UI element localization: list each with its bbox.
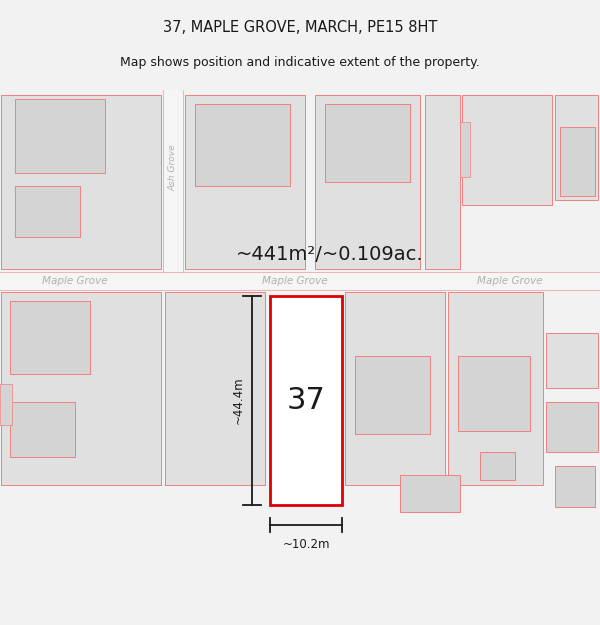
Bar (480, 452, 515, 480)
Bar (462, 94, 552, 205)
Bar (1, 292, 161, 484)
Bar (546, 402, 598, 452)
Bar (1, 94, 161, 269)
Bar (546, 333, 598, 388)
Bar (10, 301, 90, 374)
Bar (425, 94, 460, 269)
Bar (400, 476, 460, 512)
Text: 37, MAPLE GROVE, MARCH, PE15 8HT: 37, MAPLE GROVE, MARCH, PE15 8HT (163, 20, 437, 35)
Bar (555, 94, 598, 200)
Text: ~10.2m: ~10.2m (282, 538, 330, 551)
Bar (555, 466, 595, 508)
Text: Map shows position and indicative extent of the property.: Map shows position and indicative extent… (120, 56, 480, 69)
Bar (195, 104, 290, 186)
Text: Maple Grove: Maple Grove (262, 276, 328, 286)
Bar (315, 94, 420, 269)
Bar (355, 356, 430, 434)
Text: Ash Grove: Ash Grove (169, 144, 178, 191)
Text: Maple Grove: Maple Grove (42, 276, 108, 286)
Bar (560, 127, 595, 196)
Text: 37: 37 (287, 386, 325, 414)
Bar (345, 292, 445, 484)
Bar (15, 99, 105, 172)
Bar (165, 292, 265, 484)
Bar (448, 292, 543, 484)
Text: ~44.4m: ~44.4m (232, 376, 245, 424)
Bar (15, 186, 80, 237)
Bar (163, 90, 183, 272)
Bar (270, 296, 342, 505)
Bar (325, 104, 410, 182)
Bar (0, 272, 600, 290)
Bar (185, 94, 305, 269)
Bar (460, 122, 470, 177)
Bar (458, 356, 530, 431)
Bar (10, 402, 75, 457)
Text: Maple Grove: Maple Grove (477, 276, 543, 286)
Text: ~441m²/~0.109ac.: ~441m²/~0.109ac. (236, 246, 424, 264)
Bar (0, 384, 12, 425)
